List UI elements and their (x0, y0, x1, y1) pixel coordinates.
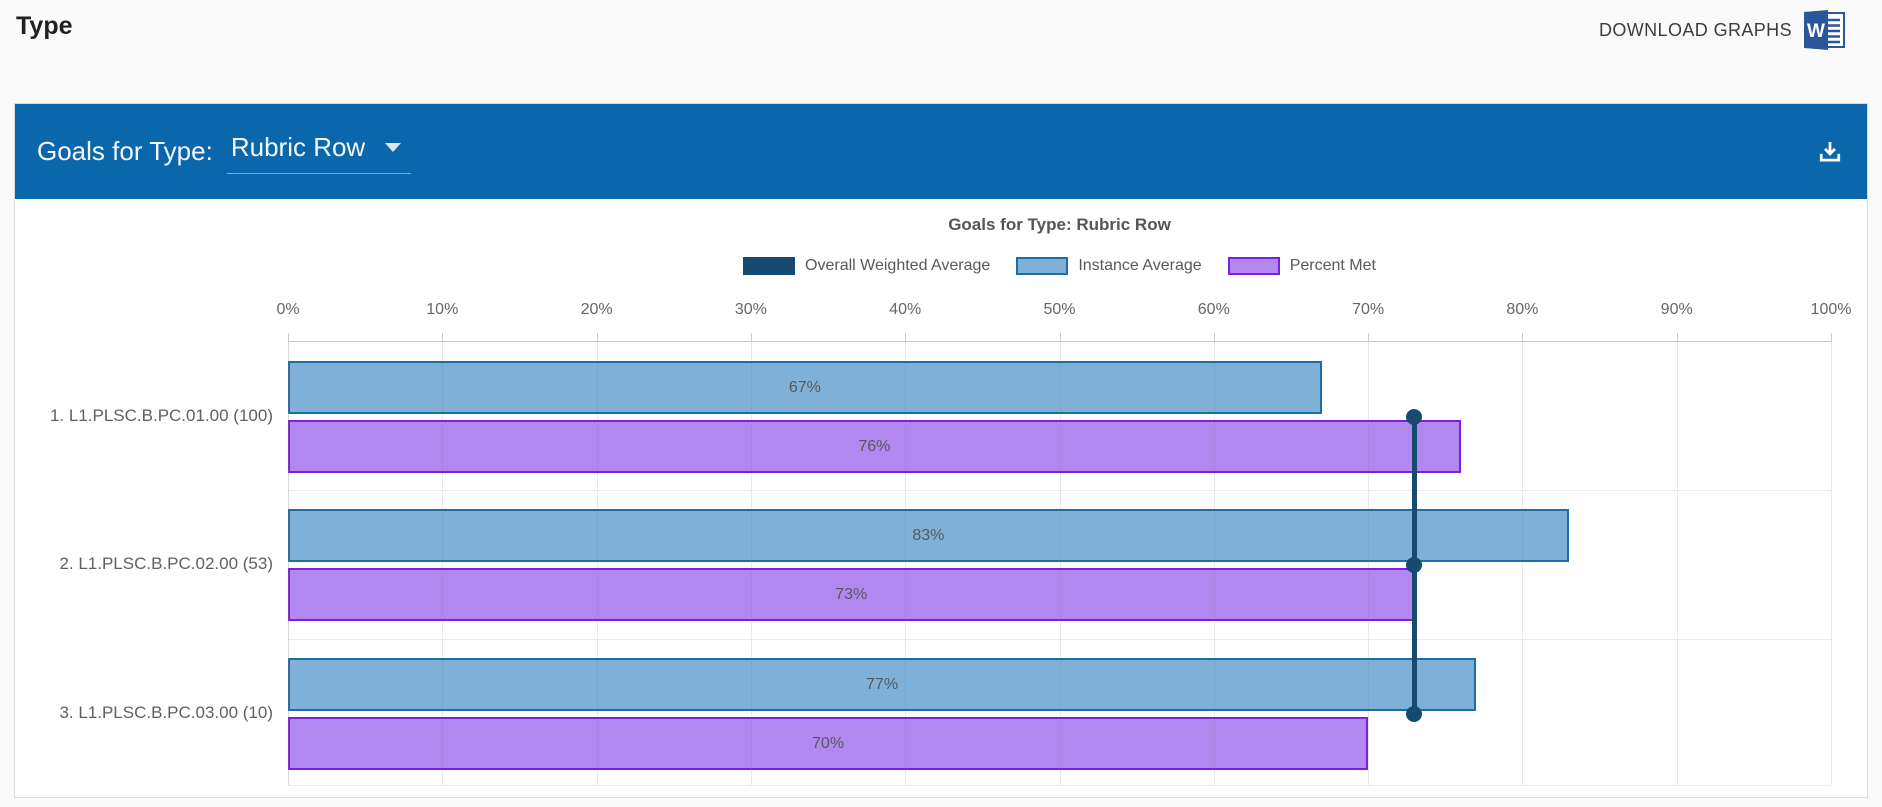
category-label: 3. L1.PLSC.B.PC.03.00 (10) (59, 702, 273, 722)
grid-line (1831, 342, 1832, 785)
legend-label: Instance Average (1078, 257, 1202, 274)
chart-title: Goals for Type: Rubric Row (948, 215, 1171, 234)
goals-panel: Goals for Type: Rubric Row Goals for Typ… (14, 103, 1868, 798)
category-label: 1. L1.PLSC.B.PC.01.00 (100) (49, 406, 273, 425)
axis-tick (1522, 333, 1524, 342)
instance-average-bar[interactable]: 77% (288, 657, 1477, 711)
percent-met-bar[interactable]: 73% (288, 568, 1415, 622)
word-document-icon: W (1804, 10, 1846, 50)
grid-line (1522, 342, 1524, 785)
axis-tick (1059, 333, 1061, 342)
grid-line (905, 342, 907, 785)
legend-label: Percent Met (1289, 257, 1376, 274)
bar-value-label: 73% (835, 586, 868, 604)
y-axis-categories: 1. L1.PLSC.B.PC.01.00 (100) 2. L1.PLSC.B.… (15, 341, 273, 786)
weighted-average-marker[interactable] (1406, 409, 1423, 425)
axis-tick (1213, 333, 1215, 342)
legend-swatch (1227, 257, 1280, 275)
chevron-down-icon (385, 142, 402, 152)
panel-header: Goals for Type: Rubric Row (15, 104, 1867, 199)
weighted-average-marker[interactable] (1406, 705, 1423, 722)
panel-download-button[interactable] (1815, 137, 1845, 167)
legend-item[interactable]: Instance Average (1016, 257, 1202, 275)
axis-tick (596, 333, 598, 342)
panel-header-label: Goals for Type: (37, 136, 213, 166)
axis-tick-label: 30% (734, 301, 767, 318)
axis-tick (905, 333, 907, 342)
plot-area: 67% 76% 83% 73% 77% 70% (288, 333, 1832, 786)
bar-value-label: 76% (858, 438, 891, 455)
download-graphs-button[interactable]: DOWNLOAD GRAPHS W (1599, 8, 1846, 52)
grid-line (750, 342, 752, 785)
axis-tick (1368, 333, 1370, 342)
chart-legend: Overall Weighted Average Instance Average… (288, 257, 1831, 275)
axis-tick-label: 70% (1352, 301, 1385, 318)
axis-tick (1676, 333, 1678, 342)
grid-line (1213, 342, 1215, 785)
category-label: 2. L1.PLSC.B.PC.02.00 (53) (59, 554, 273, 574)
axis-tick-label: 20% (580, 301, 613, 318)
instance-average-bar[interactable]: 67% (288, 361, 1322, 414)
x-axis: 0% 10% 20% 30% 40% 50% 60% 70% 80% 90% 100% (276, 301, 1851, 325)
type-dropdown-value: Rubric Row (230, 131, 366, 162)
axis-tick (288, 333, 289, 342)
percent-met-bar[interactable]: 70% (288, 716, 1369, 770)
axis-tick-label: 50% (1043, 301, 1076, 318)
page-title: Type (16, 12, 73, 40)
grid-line (596, 342, 598, 785)
percent-met-bar[interactable]: 76% (288, 420, 1461, 473)
grid-line (1059, 342, 1061, 785)
axis-tick-label: 90% (1660, 301, 1693, 318)
instance-average-bar[interactable]: 83% (288, 509, 1569, 563)
grid-line (288, 342, 289, 785)
axis-tick-label: 10% (426, 301, 459, 318)
weighted-average-marker[interactable] (1406, 557, 1423, 574)
download-graphs-label: DOWNLOAD GRAPHS (1598, 19, 1792, 40)
chart-area: Goals for Type: Rubric Row Overall Weigh… (15, 199, 1867, 797)
bar-value-label: 70% (812, 734, 845, 752)
grid-line (288, 638, 1831, 640)
grid-line (442, 342, 444, 785)
axis-tick (442, 333, 444, 342)
legend-swatch (1016, 257, 1069, 275)
legend-item[interactable]: Percent Met (1227, 257, 1376, 275)
bar-value-label: 77% (866, 675, 899, 693)
bar-value-label: 67% (788, 379, 821, 396)
legend-item[interactable]: Overall Weighted Average (743, 257, 990, 275)
download-icon (1815, 137, 1845, 167)
axis-tick-label: 60% (1197, 301, 1230, 318)
bar-value-label: 83% (912, 527, 945, 545)
axis-tick-label: 40% (889, 301, 922, 318)
axis-tick-label: 80% (1506, 301, 1539, 318)
grid-line (288, 490, 1831, 492)
legend-label: Overall Weighted Average (805, 257, 991, 274)
axis-tick-label: 0% (276, 301, 300, 318)
legend-swatch (743, 257, 796, 275)
grid-line (1368, 342, 1370, 785)
axis-tick (750, 333, 752, 342)
type-dropdown[interactable]: Rubric Row (226, 130, 412, 174)
svg-text:W: W (1807, 21, 1825, 42)
axis-tick-label: 100% (1810, 301, 1852, 318)
grid-line (1676, 342, 1678, 785)
axis-tick (1831, 333, 1832, 342)
